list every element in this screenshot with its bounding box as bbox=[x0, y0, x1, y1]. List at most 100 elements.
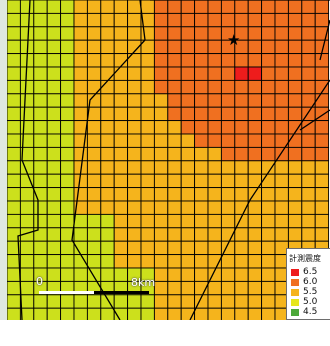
intensity-cell bbox=[100, 12, 115, 28]
intensity-cell bbox=[314, 173, 330, 189]
intensity-cell bbox=[167, 93, 182, 108]
intensity-cell bbox=[261, 307, 276, 320]
intensity-cell bbox=[113, 227, 129, 242]
intensity-cell bbox=[86, 66, 102, 81]
intensity-cell bbox=[140, 173, 155, 189]
intensity-cell bbox=[86, 227, 102, 242]
intensity-grid-svg bbox=[6, 0, 330, 320]
intensity-cell bbox=[220, 133, 236, 148]
intensity-cell bbox=[153, 120, 169, 135]
intensity-cell bbox=[220, 120, 236, 135]
intensity-cell bbox=[33, 53, 48, 68]
intensity-cell bbox=[19, 280, 35, 296]
intensity-cell bbox=[274, 173, 289, 189]
intensity-cell bbox=[207, 160, 222, 175]
intensity-cell bbox=[261, 267, 276, 282]
intensity-cell bbox=[100, 200, 115, 215]
intensity-cell bbox=[274, 120, 289, 135]
boundary-line bbox=[299, 109, 330, 131]
intensity-cell bbox=[140, 213, 155, 229]
intensity-cell bbox=[234, 227, 249, 242]
intensity-cell bbox=[207, 294, 222, 309]
intensity-cell bbox=[287, 160, 303, 175]
intensity-cell bbox=[19, 294, 35, 309]
intensity-cell bbox=[19, 187, 35, 202]
intensity-cell bbox=[127, 173, 142, 189]
intensity-cell bbox=[234, 133, 249, 148]
intensity-cell bbox=[274, 93, 289, 108]
intensity-cell bbox=[301, 79, 316, 95]
intensity-cell bbox=[140, 106, 155, 122]
intensity-cell bbox=[19, 254, 35, 269]
intensity-cell bbox=[33, 39, 48, 55]
intensity-cell bbox=[100, 39, 115, 55]
intensity-cell bbox=[247, 120, 263, 135]
intensity-cell bbox=[247, 200, 263, 215]
intensity-cell bbox=[234, 146, 249, 162]
intensity-cell bbox=[46, 133, 62, 148]
intensity-cell bbox=[247, 254, 263, 269]
intensity-cell bbox=[60, 294, 75, 309]
intensity-cell bbox=[60, 120, 75, 135]
intensity-cell bbox=[301, 133, 316, 148]
intensity-cell bbox=[180, 227, 196, 242]
intensity-cell bbox=[207, 227, 222, 242]
intensity-cell bbox=[113, 66, 129, 81]
legend-swatch bbox=[291, 289, 299, 296]
intensity-cell bbox=[167, 53, 182, 68]
legend-label: 6.0 bbox=[303, 277, 318, 287]
intensity-cell bbox=[261, 254, 276, 269]
intensity-cell bbox=[220, 0, 236, 14]
intensity-cell bbox=[6, 120, 21, 135]
intensity-cell bbox=[33, 12, 48, 28]
legend-title: 計測震度 bbox=[289, 254, 321, 263]
intensity-cell bbox=[180, 146, 196, 162]
intensity-cell bbox=[180, 173, 196, 189]
intensity-cell bbox=[247, 53, 263, 68]
intensity-map[interactable]: ★ 0 8km 計測震度 6.5 6.0 5.5 5.0 4.5 bbox=[0, 0, 330, 320]
intensity-cell bbox=[153, 213, 169, 229]
intensity-cell bbox=[180, 213, 196, 229]
intensity-cell bbox=[167, 79, 182, 95]
intensity-cell bbox=[274, 106, 289, 122]
intensity-cell bbox=[60, 133, 75, 148]
intensity-cell bbox=[180, 133, 196, 148]
intensity-cell bbox=[153, 280, 169, 296]
intensity-cell bbox=[46, 66, 62, 81]
intensity-cell bbox=[153, 133, 169, 148]
intensity-cell bbox=[60, 26, 75, 41]
intensity-cell bbox=[19, 12, 35, 28]
intensity-cell bbox=[247, 106, 263, 122]
intensity-cell bbox=[180, 66, 196, 81]
intensity-cell bbox=[167, 294, 182, 309]
intensity-cell bbox=[33, 133, 48, 148]
intensity-cell bbox=[247, 280, 263, 296]
intensity-cell bbox=[153, 267, 169, 282]
intensity-cell bbox=[140, 0, 155, 14]
intensity-cell bbox=[180, 240, 196, 256]
intensity-cell bbox=[287, 53, 303, 68]
intensity-cell bbox=[86, 307, 102, 320]
intensity-cell bbox=[6, 66, 21, 81]
intensity-cell bbox=[73, 267, 88, 282]
intensity-cell bbox=[207, 120, 222, 135]
intensity-cell bbox=[180, 187, 196, 202]
intensity-cell bbox=[261, 66, 276, 81]
intensity-cell bbox=[167, 187, 182, 202]
intensity-cell bbox=[274, 12, 289, 28]
intensity-cell bbox=[207, 106, 222, 122]
intensity-cell bbox=[153, 39, 169, 55]
intensity-cell bbox=[287, 93, 303, 108]
intensity-cell bbox=[127, 294, 142, 309]
intensity-cell bbox=[234, 307, 249, 320]
intensity-cell bbox=[60, 93, 75, 108]
intensity-cell bbox=[220, 93, 236, 108]
intensity-cell bbox=[60, 66, 75, 81]
intensity-cell bbox=[86, 254, 102, 269]
intensity-cell bbox=[314, 200, 330, 215]
intensity-cell bbox=[100, 79, 115, 95]
intensity-cell bbox=[247, 240, 263, 256]
intensity-cell bbox=[100, 106, 115, 122]
intensity-cell bbox=[100, 160, 115, 175]
intensity-cell bbox=[127, 307, 142, 320]
